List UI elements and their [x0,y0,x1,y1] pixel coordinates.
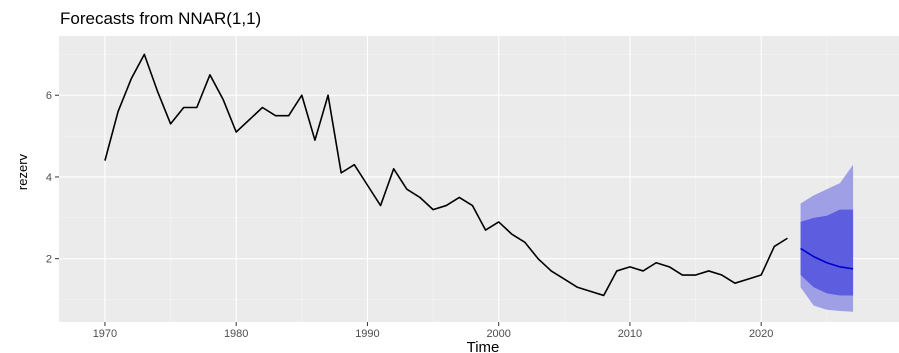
y-axis-ticks: 2 4 6 [46,90,59,266]
forecast-series-line [800,247,854,270]
grid-lines [59,36,899,322]
prediction-band-80 [800,209,854,296]
x-tick-label: 2000 [486,328,510,340]
x-tick-label: 1990 [355,328,379,340]
y-tick-label: 6 [46,90,52,102]
x-tick-label: 2020 [749,328,773,340]
chart-title: Forecasts from NNAR(1,1) [60,9,261,28]
y-tick-label: 4 [46,172,52,184]
prediction-intervals [800,164,854,312]
observed-series-line [104,53,788,297]
x-tick-label: 1970 [93,328,117,340]
x-axis-label: Time [467,339,500,353]
x-tick-label: 1980 [224,328,248,340]
series-lines [104,53,854,297]
plot-panel [59,36,899,322]
x-axis-ticks: 1970 1980 1990 2000 2010 2020 [93,322,773,340]
y-axis-label: rezerv [15,153,30,190]
y-tick-label: 2 [46,254,52,266]
x-tick-label: 2010 [618,328,642,340]
